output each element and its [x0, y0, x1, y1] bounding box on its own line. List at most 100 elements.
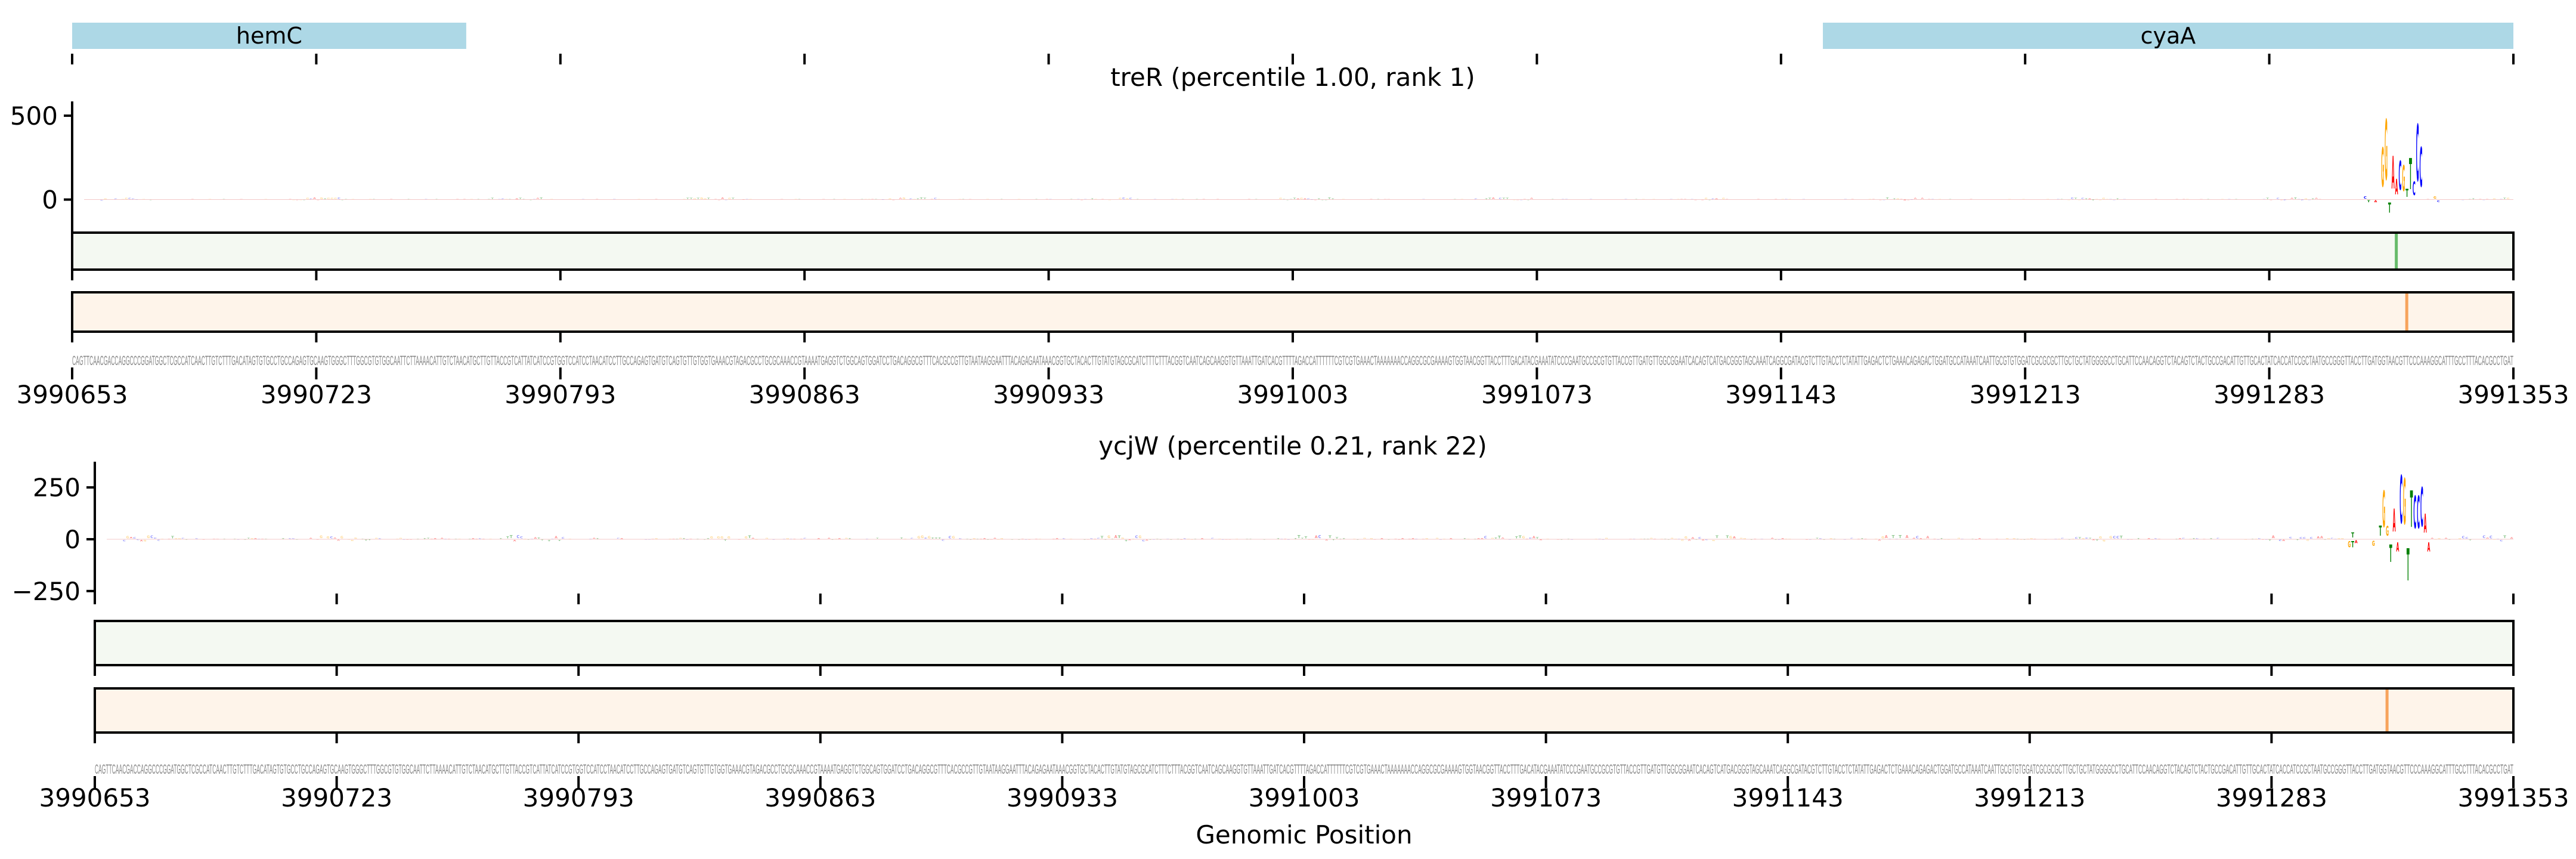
logo-letter-T: T	[1515, 536, 1519, 539]
logo-letter-G: G	[347, 539, 351, 540]
logo-letter-G: G	[1881, 537, 1884, 540]
logo-letter-C: C	[2061, 538, 2064, 539]
logo-letter-G: G	[2022, 199, 2026, 200]
logo-letter-T: T	[527, 539, 531, 540]
logo-letter-G: G	[1642, 199, 1645, 200]
logo-letter-T: T	[171, 536, 175, 539]
logo-letter-T: T	[364, 540, 367, 542]
logo-letter-T: T	[690, 198, 693, 199]
logo-letter-G: G	[2507, 197, 2510, 199]
logo-letter-G: G	[745, 536, 748, 539]
logo-letter-C: C	[1602, 539, 1605, 540]
logo-letter-C: C	[645, 539, 648, 540]
logo-letter-G: G	[2327, 538, 2330, 539]
logo-letter-A: A	[309, 537, 312, 539]
logo-letter-A: A	[1851, 199, 1854, 200]
logo-letter-T: T	[920, 197, 923, 199]
logo-letter-A: A	[2178, 538, 2182, 539]
logo-letter-A: A	[513, 540, 516, 542]
logo-letter-T: T	[2469, 540, 2472, 541]
logo-letter-A: A	[515, 199, 519, 200]
logo-letter-A: A	[1398, 539, 1401, 540]
logo-letter-G: G	[928, 536, 931, 539]
x-tick-label: 3990933	[1007, 783, 1118, 812]
logo-letter-C: C	[100, 200, 104, 201]
logo-letter-G: G	[250, 538, 254, 539]
logo-letter-G: G	[2459, 538, 2462, 539]
logo-letter-A: A	[337, 540, 340, 542]
logo-letter-G: G	[1685, 536, 1688, 539]
logo-letter-A: A	[191, 199, 194, 200]
x-tick-label: 3990933	[993, 380, 1104, 409]
x-tick-label: 3990793	[523, 783, 634, 812]
logo-letter-G: G	[306, 197, 309, 199]
logo-letter-T: T	[1551, 199, 1555, 200]
logo-letter-T: T	[407, 199, 411, 200]
x-tick-label: 3991283	[2216, 783, 2327, 812]
logo-letter-G: G	[2255, 538, 2258, 539]
logo-letter-G: G	[1119, 198, 1122, 200]
logo-letter-A: A	[333, 537, 336, 539]
logo-letter-G: G	[717, 536, 720, 539]
logo-letter-C: C	[1698, 537, 1701, 539]
logo-letter-A: A	[1914, 198, 1917, 200]
logo-letter-T: T	[296, 539, 299, 540]
logo-letter-T: T	[2409, 150, 2412, 200]
logo-letter-C: C	[924, 537, 927, 539]
logo-letter-T: T	[2367, 200, 2370, 203]
logo-letter-C: C	[1184, 538, 1187, 539]
x-tick-label: 3991353	[2457, 380, 2569, 409]
logo-letter-C: C	[2262, 199, 2266, 200]
panel-title: treR (percentile 1.00, rank 1)	[1110, 63, 1475, 92]
logo-letter-T: T	[1118, 535, 1121, 539]
logo-letter-T: T	[1356, 539, 1360, 540]
logo-letter-T: T	[2266, 198, 2269, 199]
logo-letter-T: T	[876, 538, 879, 539]
logo-letter-C: C	[2413, 178, 2416, 200]
logo-letter-A: A	[817, 538, 820, 539]
logo-letter-G: G	[1491, 537, 1494, 539]
logo-letter-G: G	[1605, 538, 1608, 540]
logo-letter-A: A	[1532, 536, 1536, 539]
logo-letter-T: T	[1181, 199, 1185, 200]
logo-letter-G: G	[720, 536, 723, 539]
logo-letter-C: C	[1422, 199, 1426, 200]
logo-letter-G: G	[1436, 538, 1439, 539]
logo-letter-A: A	[1304, 199, 1307, 200]
logo-letter-A: A	[406, 539, 410, 540]
logo-letter-A: A	[2486, 537, 2489, 539]
logo-letter-C: C	[2071, 197, 2074, 200]
logo-letter-T: T	[499, 538, 503, 539]
logo-letter-A: A	[212, 538, 216, 539]
logo-letter-T: T	[1329, 534, 1332, 539]
logo-letter-A: A	[822, 199, 826, 200]
logo-letter-C: C	[1778, 539, 1781, 540]
logo-letter-T: T	[1293, 198, 1296, 200]
y-tick-label: 0	[42, 186, 58, 215]
x-tick-label: 3991143	[1732, 783, 1844, 812]
logo-letter-G: G	[1650, 538, 1653, 540]
logo-letter-T: T	[2060, 199, 2064, 200]
logo-letter-C: C	[154, 537, 157, 539]
logo-letter-A: A	[781, 199, 784, 200]
logo-letter-G: G	[1370, 538, 1373, 539]
logo-letter-T: T	[707, 538, 710, 539]
gene-label: hemC	[236, 23, 302, 49]
x-tick-label: 3991073	[1481, 380, 1593, 409]
logo-letter-G: G	[997, 539, 1001, 540]
logo-letter-A: A	[1757, 199, 1760, 200]
logo-letter-C: C	[2057, 199, 2060, 200]
logo-letter-C: C	[1888, 538, 1892, 539]
logo-letter-C: C	[2081, 198, 2084, 200]
logo-letter-T: T	[748, 535, 751, 539]
logo-letter-G: G	[399, 537, 402, 539]
logo-letter-T: T	[324, 199, 327, 200]
logo-letter-C: C	[959, 538, 962, 539]
logo-letter-C: C	[1090, 538, 1094, 539]
logo-letter-T: T	[596, 538, 600, 539]
logo-letter-T: T	[986, 539, 990, 540]
logo-letter-A: A	[1492, 197, 1495, 200]
logo-letter-A: A	[2261, 539, 2265, 540]
logo-letter-A: A	[993, 537, 996, 539]
